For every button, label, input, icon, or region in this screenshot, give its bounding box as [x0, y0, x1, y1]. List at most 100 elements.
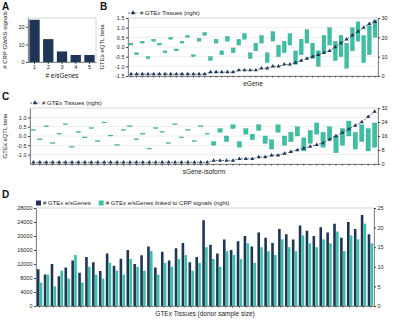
bar: [71, 55, 81, 62]
marker: [44, 160, 48, 163]
x-tick-mark: [310, 164, 311, 166]
marker: [373, 109, 377, 112]
grid-line: [30, 136, 378, 137]
y2-axis: 0510152025: [374, 205, 384, 309]
x-tick-mark: [316, 164, 317, 166]
x-tick-mark: [349, 306, 350, 308]
marker: [350, 33, 354, 36]
bar: [347, 222, 350, 306]
y-tick-label: 12000: [17, 261, 32, 267]
x-tick-mark: [205, 306, 206, 308]
x-tick: [340, 76, 341, 78]
bar: [219, 267, 222, 306]
x-tick-mark: [226, 164, 227, 166]
x-tick-mark: [136, 306, 137, 308]
box: [163, 51, 167, 53]
x-tick: [265, 164, 266, 166]
x-tick-mark: [84, 164, 85, 166]
x-tick-mark: [265, 164, 266, 166]
y-tick-label: 20000: [17, 233, 32, 239]
box: [121, 129, 125, 131]
x-tick: [200, 164, 201, 166]
x-tick-mark: [255, 76, 256, 78]
x-tick-mark: [149, 164, 150, 166]
bar: [299, 226, 302, 307]
x-tick: [250, 76, 251, 78]
marker: [302, 146, 306, 149]
y-tick-mark: [126, 76, 128, 77]
marker: [242, 68, 246, 71]
x-tick: [129, 306, 130, 308]
marker: [244, 156, 248, 159]
marker: [205, 160, 209, 163]
y-tick-label: 1.5: [117, 15, 125, 21]
x-tick: [245, 164, 246, 166]
x-tick-label: 5: [88, 64, 91, 70]
y2-tick-mark: [378, 136, 380, 137]
marker: [179, 160, 183, 163]
bar: [99, 271, 102, 306]
box: [289, 132, 293, 141]
x-tick: [295, 76, 296, 78]
box: [257, 125, 261, 131]
x-tick: [308, 306, 309, 308]
y-tick-mark: [34, 264, 36, 265]
x-tick: [301, 76, 302, 78]
x-tick: [335, 164, 336, 166]
x-tick: [273, 306, 274, 308]
bar: [251, 247, 254, 307]
box: [57, 133, 61, 135]
x-tick: [142, 164, 143, 166]
x-tick-mark: [303, 164, 304, 166]
marker: [157, 72, 161, 75]
x-tick-mark: [91, 164, 92, 166]
box: [179, 136, 183, 138]
marker: [135, 72, 139, 75]
box: [152, 39, 156, 41]
y-tick: 28000: [17, 205, 36, 211]
legend-marker: [131, 10, 136, 14]
x-tick-mark: [210, 76, 211, 78]
marker: [353, 123, 357, 126]
bar: [51, 264, 54, 306]
bar: [308, 243, 311, 306]
x-tick-mark: [368, 164, 369, 166]
x-tick: [220, 164, 221, 166]
bar: [133, 264, 136, 306]
y-tick: 16000: [17, 247, 36, 253]
x-axis-title: eGene: [243, 80, 263, 87]
bar: [154, 268, 157, 307]
box: [102, 122, 106, 124]
y2-tick: 0: [374, 303, 381, 309]
x-tick: [110, 164, 111, 166]
x-tick: [227, 76, 228, 78]
box: [308, 130, 312, 143]
marker: [115, 160, 119, 163]
x-tick-mark: [193, 76, 194, 78]
box: [140, 41, 144, 43]
x-tick: [39, 306, 40, 308]
marker: [64, 160, 68, 163]
x-axis-line: [129, 76, 379, 77]
x-tick-mark: [267, 76, 268, 78]
marker: [146, 72, 150, 75]
marks: [31, 109, 377, 163]
grid-line: [30, 145, 378, 146]
x-tick-mark: [342, 164, 343, 166]
x-tick-mark: [273, 306, 274, 308]
bar: [147, 247, 150, 307]
x-tick-mark: [278, 76, 279, 78]
x-tick-mark: [267, 306, 268, 308]
y2-tick: 30: [378, 15, 388, 21]
y-tick-mark: [26, 62, 28, 63]
x-tick-mark: [53, 306, 54, 308]
box: [271, 32, 275, 42]
x-tick-mark: [184, 306, 185, 308]
bar: [354, 229, 357, 306]
x-tick: [342, 164, 343, 166]
x-tick: [278, 76, 279, 78]
x-tick: [187, 76, 188, 78]
x-tick: [323, 76, 324, 78]
x-tick-mark: [175, 164, 176, 166]
bar: [246, 243, 249, 306]
